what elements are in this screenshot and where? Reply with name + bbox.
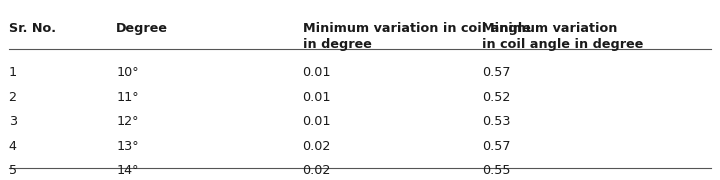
Text: 0.01: 0.01 xyxy=(302,66,331,79)
Text: Minimum variation in coil angle
in degree: Minimum variation in coil angle in degre… xyxy=(302,22,531,51)
Text: Minimum variation
in coil angle in degree: Minimum variation in coil angle in degre… xyxy=(482,22,643,51)
Text: 0.52: 0.52 xyxy=(482,91,510,104)
Text: 0.01: 0.01 xyxy=(302,91,331,104)
Text: 14°: 14° xyxy=(116,164,139,177)
Text: 3: 3 xyxy=(9,115,17,128)
Text: 2: 2 xyxy=(9,91,17,104)
Text: 0.53: 0.53 xyxy=(482,115,510,128)
Text: 0.01: 0.01 xyxy=(302,115,331,128)
Text: 1: 1 xyxy=(9,66,17,79)
Text: 4: 4 xyxy=(9,140,17,153)
Text: 12°: 12° xyxy=(116,115,139,128)
Text: 10°: 10° xyxy=(116,66,139,79)
Text: 5: 5 xyxy=(9,164,17,177)
Text: Degree: Degree xyxy=(116,22,168,35)
Text: 0.57: 0.57 xyxy=(482,66,510,79)
Text: 13°: 13° xyxy=(116,140,139,153)
Text: 0.57: 0.57 xyxy=(482,140,510,153)
Text: 0.55: 0.55 xyxy=(482,164,510,177)
Text: Sr. No.: Sr. No. xyxy=(9,22,55,35)
Text: 0.02: 0.02 xyxy=(302,164,331,177)
Text: 11°: 11° xyxy=(116,91,139,104)
Text: 0.02: 0.02 xyxy=(302,140,331,153)
